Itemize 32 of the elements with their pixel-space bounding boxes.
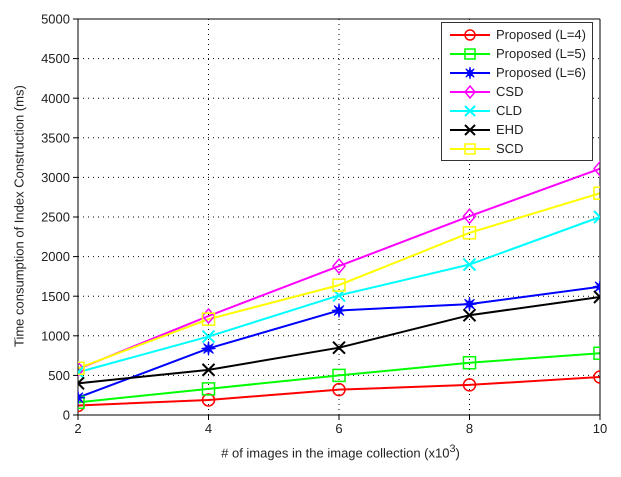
point [332,340,346,355]
legend-label: CLD [496,103,522,118]
x-axis-title: # of images in the image collection (x10$^{3}$) [220,443,461,460]
point [332,258,346,274]
point [332,278,346,292]
x-tick-label: 8 [466,421,474,436]
y-tick-label: 5000 [41,12,70,27]
legend-label: Proposed (L=6) [496,65,586,80]
y-tick-label: 2000 [41,249,70,264]
legend-label: Proposed (L=5) [496,46,586,61]
legend-label: EHD [496,122,524,137]
y-tick-label: 4500 [41,51,70,66]
x-tick-label: 4 [204,421,212,436]
y-tick-label: 4000 [41,90,70,106]
y-axis-title: Time consumption of Index Construction (ms) [12,85,27,347]
y-tick-label: 3500 [41,130,70,146]
point [332,288,346,302]
y-tick-label: 0 [62,408,70,423]
y-tick-label: 3000 [41,170,70,186]
point [332,368,346,382]
point [332,302,346,318]
point [332,382,346,396]
y-tick-label: 1500 [41,288,70,304]
y-tick-label: 1000 [41,328,70,344]
x-tick-label: 2 [74,421,82,436]
legend-label: Proposed (L=4) [496,27,586,42]
y-tick-label: 500 [48,368,70,384]
legend-label: CSD [496,84,524,99]
legend-label: SCD [496,141,524,156]
x-tick-label: 10 [592,421,608,436]
x-tick-label: 6 [335,421,343,436]
y-tick-label: 2500 [41,210,70,225]
